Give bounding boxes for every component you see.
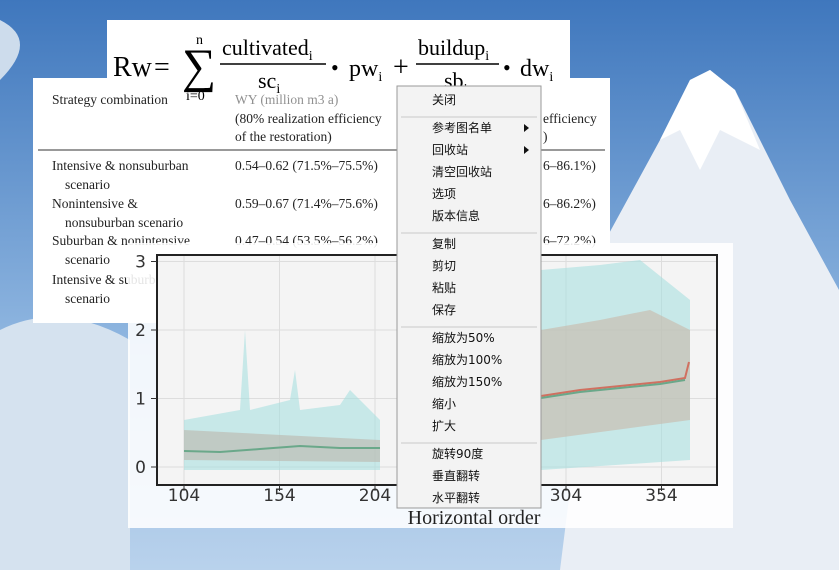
formula-text: sci bbox=[258, 68, 280, 97]
table-header: efficiency bbox=[543, 111, 597, 126]
table-header: WY (million m3 a) bbox=[235, 92, 338, 107]
formula-text: Rw bbox=[113, 52, 153, 83]
menu-item[interactable]: 参考图名单 bbox=[432, 120, 492, 135]
formula-text: i bbox=[549, 70, 553, 85]
row-name: scenario bbox=[65, 252, 110, 267]
menu-item[interactable]: 水平翻转 bbox=[432, 490, 480, 505]
cell: 6–86.2%) bbox=[543, 196, 596, 211]
menu-bg bbox=[396, 85, 542, 509]
menu-item[interactable]: 缩放为150% bbox=[432, 374, 502, 389]
row-name: scenario bbox=[65, 291, 110, 306]
band-gray bbox=[184, 430, 380, 462]
formula-text: cultivatedi bbox=[222, 35, 313, 64]
formula-text: pw bbox=[349, 56, 379, 82]
menu-item[interactable]: 剪切 bbox=[432, 258, 456, 273]
row-name: nonsuburban scenario bbox=[65, 215, 183, 230]
menu-item[interactable]: 清空回收站 bbox=[432, 165, 492, 179]
menu-item[interactable]: 粘贴 bbox=[432, 280, 456, 295]
formula-text: buildup bbox=[418, 35, 485, 60]
x-tick-label: 354 bbox=[645, 486, 677, 506]
formula-text: dwi bbox=[520, 56, 553, 85]
y-tick-label: 1 bbox=[135, 390, 146, 410]
menu-item[interactable]: 扩大 bbox=[432, 419, 456, 433]
mean-line bbox=[183, 444, 380, 454]
x-tick-label: 154 bbox=[263, 486, 295, 506]
y-tick-label: 3 bbox=[135, 253, 146, 273]
formula-text: ∑ bbox=[182, 40, 216, 93]
formula-text: i=0 bbox=[186, 89, 205, 104]
menu-item[interactable]: 垂直翻转 bbox=[432, 468, 480, 483]
formula-image: Rw = ∑ n i=0 cultivatedi sci • pwi + bui… bbox=[107, 20, 570, 104]
formula-text: = bbox=[154, 52, 170, 83]
menu-item[interactable]: 缩小 bbox=[432, 396, 456, 411]
clouds bbox=[0, 317, 130, 570]
menu-item[interactable]: 选项 bbox=[432, 187, 456, 201]
formula-bg bbox=[107, 20, 570, 92]
formula-text: + bbox=[393, 52, 409, 83]
cell: 0.59–0.67 (71.4%–75.6%) bbox=[235, 196, 378, 211]
table-header: ) bbox=[543, 129, 548, 144]
band-gray bbox=[541, 310, 690, 440]
formula-text: n bbox=[196, 33, 203, 48]
mean-line bbox=[540, 379, 686, 399]
menu-item[interactable]: 旋转90度 bbox=[432, 446, 483, 461]
y-tick-label: 2 bbox=[135, 321, 146, 341]
formula-text: cultivated bbox=[222, 35, 309, 60]
cell: 0.54–0.62 (71.5%–75.5%) bbox=[235, 158, 378, 173]
menu-item[interactable]: 缩放为50% bbox=[432, 330, 495, 345]
cloud bbox=[0, 20, 20, 80]
mean-line bbox=[540, 361, 690, 397]
x-tick-label: 304 bbox=[550, 486, 582, 506]
row-name: scenario bbox=[65, 177, 110, 192]
menu-item[interactable]: 复制 bbox=[432, 237, 456, 251]
formula-text: sc bbox=[258, 68, 277, 93]
x-tick-label: 104 bbox=[168, 486, 200, 506]
formula-text: dw bbox=[520, 56, 550, 82]
submenu-arrow bbox=[524, 146, 529, 154]
formula-text: i bbox=[309, 49, 313, 64]
formula-text: • bbox=[331, 55, 339, 80]
menu-item[interactable]: 回收站 bbox=[432, 143, 468, 157]
x-axis-label: Horizontal order bbox=[408, 507, 541, 529]
formula-text: pwi bbox=[349, 56, 382, 85]
mountain-snow bbox=[660, 70, 760, 170]
formula-text: • bbox=[503, 55, 511, 80]
formula-text: buildupi bbox=[418, 35, 489, 64]
x-tick-label: 204 bbox=[359, 486, 391, 506]
formula-text: i bbox=[276, 82, 280, 97]
table-header: of the restoration) bbox=[235, 129, 332, 144]
table-header: Strategy combination bbox=[52, 92, 168, 107]
menu-item[interactable]: 关闭 bbox=[432, 93, 456, 107]
submenu-arrow bbox=[524, 124, 529, 132]
row-name: Intensive & nonsuburban bbox=[52, 158, 189, 173]
y-tick-label: 0 bbox=[135, 458, 146, 478]
menu-item[interactable]: 缩放为100% bbox=[432, 352, 502, 367]
row-name: Nonintensive & bbox=[52, 196, 138, 211]
cell: 6–86.1%) bbox=[543, 158, 596, 173]
formula-text: i bbox=[485, 49, 489, 64]
table-header: (80% realization efficiency bbox=[235, 111, 382, 126]
menu-item[interactable]: 保存 bbox=[432, 303, 456, 317]
menu-item[interactable]: 版本信息 bbox=[432, 208, 480, 223]
formula-text: i bbox=[378, 70, 382, 85]
